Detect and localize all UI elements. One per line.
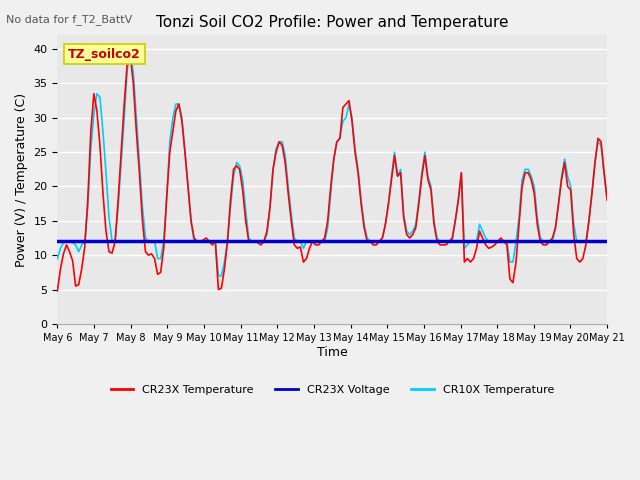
Text: No data for f_T2_BattV: No data for f_T2_BattV <box>6 14 132 25</box>
Title: Tonzi Soil CO2 Profile: Power and Temperature: Tonzi Soil CO2 Profile: Power and Temper… <box>156 15 509 30</box>
Y-axis label: Power (V) / Temperature (C): Power (V) / Temperature (C) <box>15 93 28 267</box>
Legend: CR23X Temperature, CR23X Voltage, CR10X Temperature: CR23X Temperature, CR23X Voltage, CR10X … <box>106 380 558 399</box>
Text: TZ_soilco2: TZ_soilco2 <box>68 48 141 60</box>
X-axis label: Time: Time <box>317 346 348 359</box>
